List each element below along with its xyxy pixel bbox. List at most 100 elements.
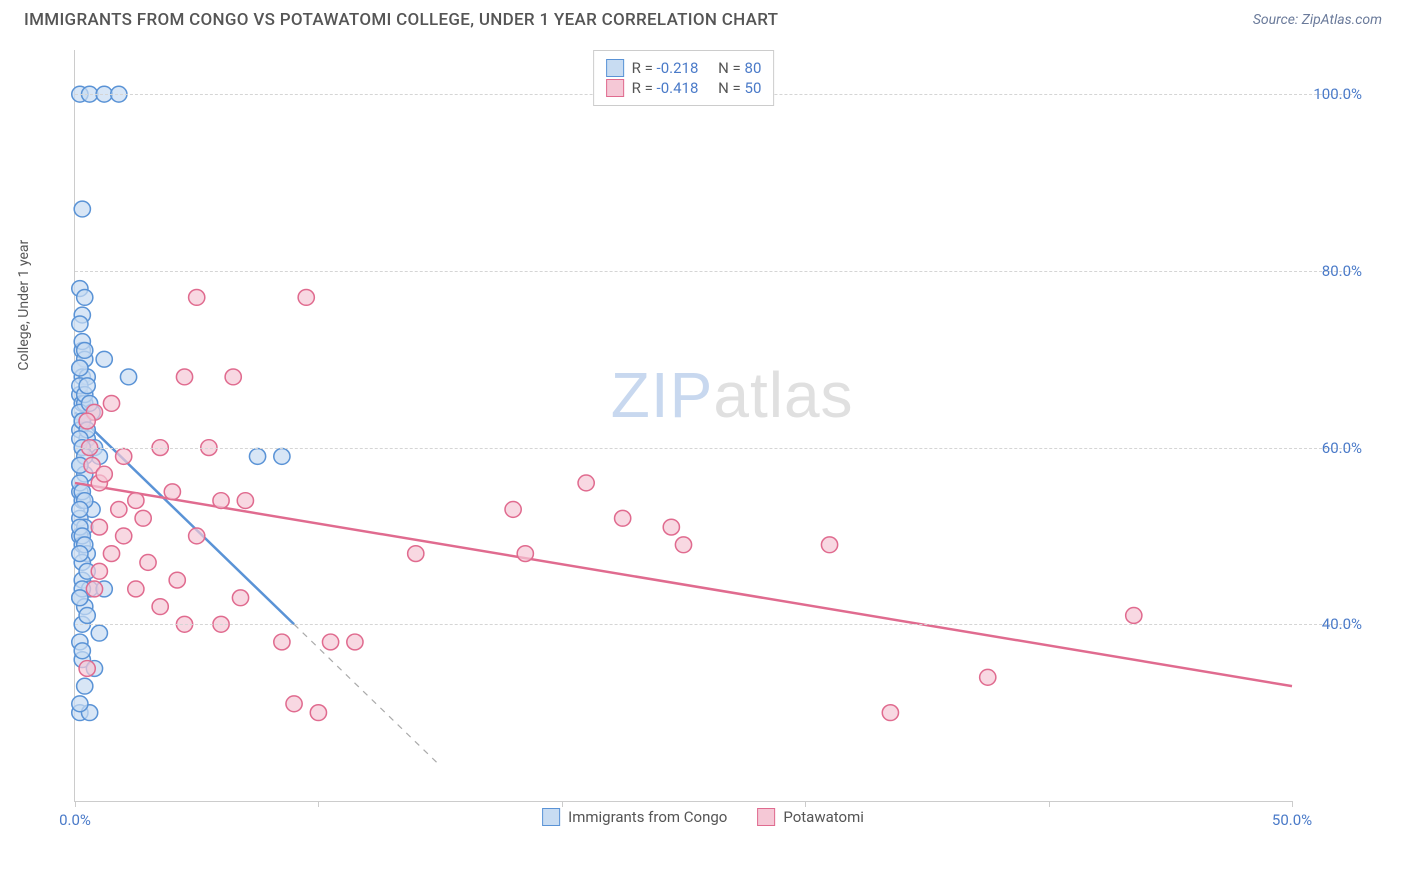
data-point-potawatomi bbox=[91, 563, 107, 579]
data-point-potawatomi bbox=[128, 493, 144, 509]
source-name: ZipAtlas.com bbox=[1302, 12, 1382, 28]
data-point-potawatomi bbox=[274, 634, 290, 650]
data-point-potawatomi bbox=[169, 572, 185, 588]
scatter-svg bbox=[75, 50, 1292, 801]
data-point-congo bbox=[72, 546, 88, 562]
regression-extrapolation-congo bbox=[294, 624, 440, 765]
data-point-congo bbox=[77, 289, 93, 305]
source-prefix: Source: bbox=[1253, 12, 1302, 28]
x-tick bbox=[75, 801, 76, 807]
data-point-potawatomi bbox=[128, 581, 144, 597]
swatch-congo-bottom bbox=[542, 808, 560, 826]
legend-label-congo: Immigrants from Congo bbox=[568, 808, 727, 826]
y-tick-label: 60.0% bbox=[1322, 439, 1362, 457]
legend-row-potawatomi: R = -0.418 N = 50 bbox=[606, 79, 762, 97]
x-tick-label: 0.0% bbox=[59, 811, 91, 829]
data-point-potawatomi bbox=[91, 519, 107, 535]
data-point-potawatomi bbox=[505, 502, 521, 518]
r-value-potawatomi: -0.418 bbox=[657, 79, 699, 97]
data-point-potawatomi bbox=[140, 555, 156, 571]
data-point-congo bbox=[77, 342, 93, 358]
swatch-potawatomi bbox=[606, 79, 624, 97]
data-point-congo bbox=[74, 201, 90, 217]
data-point-congo bbox=[72, 360, 88, 376]
data-point-congo bbox=[74, 643, 90, 659]
legend-item-potawatomi: Potawatomi bbox=[757, 808, 864, 826]
chart-container: College, Under 1 year ZIPatlas R = -0.21… bbox=[24, 40, 1382, 832]
data-point-congo bbox=[72, 502, 88, 518]
data-point-potawatomi bbox=[116, 528, 132, 544]
data-point-potawatomi bbox=[882, 705, 898, 721]
x-tick bbox=[562, 801, 563, 807]
data-point-potawatomi bbox=[189, 289, 205, 305]
x-tick bbox=[318, 801, 319, 807]
legend-label-potawatomi: Potawatomi bbox=[783, 808, 864, 826]
data-point-potawatomi bbox=[152, 599, 168, 615]
x-tick-label: 50.0% bbox=[1272, 811, 1312, 829]
y-axis-label: College, Under 1 year bbox=[16, 240, 32, 371]
data-point-congo bbox=[72, 696, 88, 712]
source-attribution: Source: ZipAtlas.com bbox=[1253, 12, 1382, 28]
data-point-potawatomi bbox=[286, 696, 302, 712]
gridline-h bbox=[75, 448, 1352, 449]
data-point-potawatomi bbox=[663, 519, 679, 535]
data-point-congo bbox=[96, 351, 112, 367]
data-point-potawatomi bbox=[1126, 608, 1142, 624]
n-label: N = bbox=[718, 59, 741, 77]
data-point-potawatomi bbox=[237, 493, 253, 509]
data-point-potawatomi bbox=[79, 661, 95, 677]
data-point-potawatomi bbox=[408, 546, 424, 562]
data-point-potawatomi bbox=[615, 510, 631, 526]
data-point-potawatomi bbox=[79, 413, 95, 429]
data-point-potawatomi bbox=[225, 369, 241, 385]
data-point-potawatomi bbox=[189, 528, 205, 544]
correlation-legend: R = -0.218 N = 80 R = -0.418 N = bbox=[593, 50, 775, 106]
data-point-potawatomi bbox=[86, 581, 102, 597]
data-point-potawatomi bbox=[310, 705, 326, 721]
y-tick-label: 80.0% bbox=[1322, 262, 1362, 280]
data-point-potawatomi bbox=[164, 484, 180, 500]
x-tick bbox=[805, 801, 806, 807]
data-point-potawatomi bbox=[322, 634, 338, 650]
x-tick bbox=[1292, 801, 1293, 807]
n-value-congo: 80 bbox=[745, 59, 762, 77]
data-point-congo bbox=[79, 608, 95, 624]
data-point-potawatomi bbox=[347, 634, 363, 650]
y-tick-label: 100.0% bbox=[1313, 85, 1362, 103]
data-point-congo bbox=[77, 678, 93, 694]
data-point-potawatomi bbox=[116, 449, 132, 465]
data-point-potawatomi bbox=[111, 502, 127, 518]
legend-item-congo: Immigrants from Congo bbox=[542, 808, 727, 826]
swatch-congo bbox=[606, 59, 624, 77]
y-tick-label: 40.0% bbox=[1322, 615, 1362, 633]
n-label: N = bbox=[718, 79, 741, 97]
data-point-congo bbox=[79, 378, 95, 394]
data-point-congo bbox=[72, 316, 88, 332]
data-point-potawatomi bbox=[578, 475, 594, 491]
gridline-h bbox=[75, 271, 1352, 272]
data-point-potawatomi bbox=[135, 510, 151, 526]
data-point-congo bbox=[72, 590, 88, 606]
r-label: R = bbox=[632, 79, 653, 97]
regression-line-potawatomi bbox=[75, 483, 1292, 686]
gridline-h bbox=[75, 624, 1352, 625]
data-point-potawatomi bbox=[232, 590, 248, 606]
swatch-potawatomi-bottom bbox=[757, 808, 775, 826]
data-point-potawatomi bbox=[213, 493, 229, 509]
stat-n-potawatomi: N = 50 bbox=[718, 79, 761, 97]
data-point-potawatomi bbox=[96, 466, 112, 482]
data-point-potawatomi bbox=[298, 289, 314, 305]
n-value-potawatomi: 50 bbox=[745, 79, 762, 97]
stat-r-potawatomi: R = -0.418 bbox=[632, 79, 699, 97]
stat-r-congo: R = -0.218 bbox=[632, 59, 699, 77]
plot-area: ZIPatlas R = -0.218 N = 80 R = -0.4 bbox=[74, 50, 1292, 802]
data-point-congo bbox=[120, 369, 136, 385]
data-point-potawatomi bbox=[821, 537, 837, 553]
data-point-congo bbox=[91, 625, 107, 641]
data-point-potawatomi bbox=[103, 546, 119, 562]
x-tick bbox=[1049, 801, 1050, 807]
data-point-congo bbox=[249, 449, 265, 465]
data-point-potawatomi bbox=[675, 537, 691, 553]
r-label: R = bbox=[632, 59, 653, 77]
series-legend: Immigrants from Congo Potawatomi bbox=[542, 808, 864, 826]
